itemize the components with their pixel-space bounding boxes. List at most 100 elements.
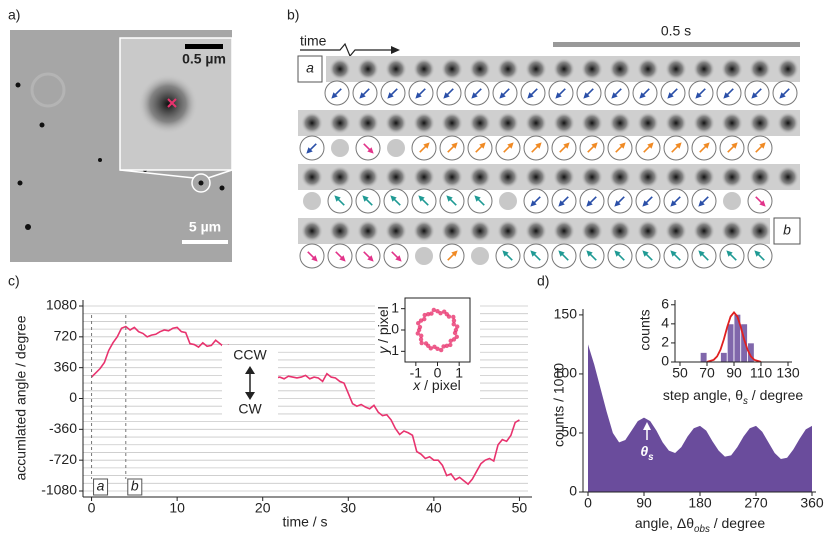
- frame-particle: [581, 112, 603, 134]
- y-tick-label: 1: [391, 299, 399, 315]
- particle: [18, 181, 23, 186]
- x-axis-label-part: / pixel: [420, 377, 460, 393]
- y-tick-label: 1080: [46, 297, 77, 313]
- x-axis-label-part: step angle, θ: [663, 387, 743, 403]
- frame-particle: [497, 112, 519, 134]
- frame-particle: [721, 220, 743, 242]
- frame-particle: [777, 58, 799, 80]
- x-tick-label: 360: [800, 495, 824, 511]
- frame-particle: [329, 166, 351, 188]
- frame-particle: [777, 112, 799, 134]
- frame-particle: [469, 112, 491, 134]
- frame-particle: [469, 58, 491, 80]
- point: [448, 343, 452, 347]
- scale-bar: [185, 44, 223, 49]
- particle: [25, 224, 31, 230]
- frame-particle: [693, 58, 715, 80]
- x-tick-label: 40: [426, 500, 442, 516]
- peak-label-part: s: [648, 452, 654, 463]
- particle: [220, 186, 225, 191]
- frame-particle: [749, 58, 771, 80]
- frame-particle: [553, 220, 575, 242]
- y-axis-label: counts: [637, 309, 653, 350]
- y-axis-label: counts / 1000: [551, 363, 567, 447]
- frame-particle: [581, 166, 603, 188]
- y-tick-label: 360: [54, 358, 78, 374]
- frame-particle: [581, 220, 603, 242]
- y-tick-label: 4: [661, 315, 669, 331]
- time-arrowhead: [391, 46, 400, 54]
- x-axis-label: angle, Δθobs / degree: [635, 515, 765, 533]
- point: [451, 315, 455, 319]
- direction-label: CCW: [233, 347, 267, 363]
- frame-particle: [749, 112, 771, 134]
- frame-particle: [497, 58, 519, 80]
- time-label: time: [300, 33, 327, 49]
- y-axis-label: accumlated angle / degree: [13, 315, 29, 480]
- frame-particle: [469, 166, 491, 188]
- frame-particle: [609, 166, 631, 188]
- frame-particle: [609, 58, 631, 80]
- frame-particle: [749, 220, 771, 242]
- frame-marker: b: [783, 222, 791, 238]
- x-tick-label: 0: [88, 500, 96, 516]
- frame-particle: [385, 166, 407, 188]
- frame-particle: [553, 112, 575, 134]
- frame-particle: [553, 58, 575, 80]
- frame-particle: [413, 112, 435, 134]
- frame-particle: [637, 112, 659, 134]
- frame-marker: a: [306, 60, 314, 76]
- frame-particle: [665, 112, 687, 134]
- point: [432, 308, 436, 312]
- frame-particle: [553, 166, 575, 188]
- frame-particle: [413, 220, 435, 242]
- bar: [700, 352, 707, 362]
- y-tick-label: 0: [391, 321, 399, 337]
- x-tick-label: 130: [776, 365, 800, 381]
- frame-particle: [385, 112, 407, 134]
- x-tick-label: 270: [744, 495, 768, 511]
- frame-particle: [525, 220, 547, 242]
- frame-particle: [357, 112, 379, 134]
- frame-particle: [665, 166, 687, 188]
- y-tick-label: 6: [661, 295, 669, 311]
- frame-particle: [329, 220, 351, 242]
- x-axis-label: step angle, θs / degree: [663, 387, 804, 407]
- scale-label: 5 µm: [189, 219, 221, 235]
- frame-particle: [637, 220, 659, 242]
- point: [455, 335, 459, 339]
- y-tick-label: -360: [49, 420, 77, 436]
- x-tick-label: 50: [512, 500, 528, 516]
- off-state: [303, 192, 321, 210]
- y-tick-label: 0: [661, 353, 669, 369]
- x-tick-label: 180: [688, 495, 712, 511]
- frame-particle: [357, 166, 379, 188]
- frame-particle: [385, 220, 407, 242]
- frame-particle: [441, 166, 463, 188]
- frame-particle: [581, 58, 603, 80]
- off-state: [415, 247, 433, 265]
- frame-particle: [609, 112, 631, 134]
- point: [439, 348, 443, 352]
- x-tick-label: 90: [636, 495, 652, 511]
- scale-label: 0.5 µm: [182, 51, 226, 67]
- point: [453, 331, 457, 335]
- frame-particle: [749, 166, 771, 188]
- frame-particle: [525, 58, 547, 80]
- frame-particle: [301, 220, 323, 242]
- bar: [727, 324, 734, 362]
- y-tick-label: 2: [661, 334, 669, 350]
- x-tick-label: 110: [750, 365, 773, 381]
- particle: [199, 181, 204, 186]
- x-axis-label-part: obs: [694, 524, 710, 533]
- frame-particle: [469, 220, 491, 242]
- point: [419, 341, 423, 345]
- frame-particle: [357, 220, 379, 242]
- frame-particle: [385, 58, 407, 80]
- frame-particle: [693, 220, 715, 242]
- x-tick-label: 70: [699, 365, 715, 381]
- x-tick-label: 20: [255, 500, 271, 516]
- particle-zoom: [138, 74, 198, 134]
- figure: a) b) c) d) 0.5 µm 5 µm time 0.5 s ab-10…: [0, 0, 835, 533]
- micrograph: 0.5 µm 5 µm: [10, 30, 232, 262]
